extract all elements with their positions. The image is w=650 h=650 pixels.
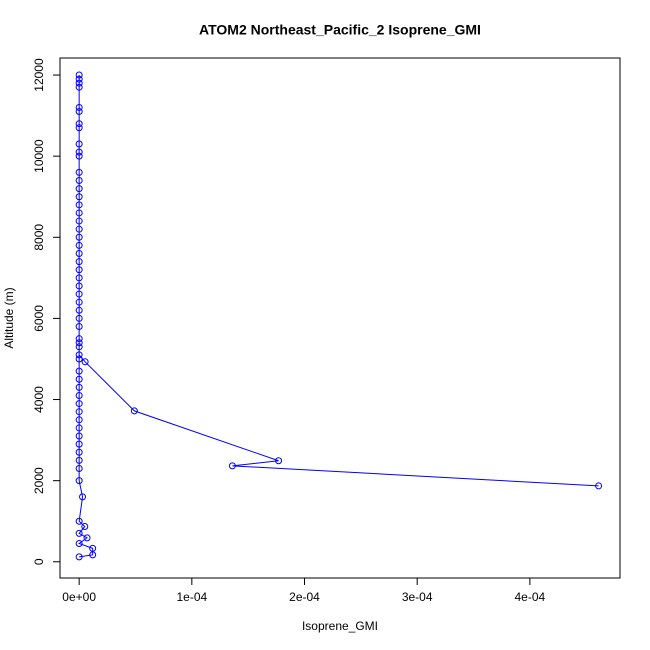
data-point bbox=[75, 477, 83, 485]
data-point bbox=[75, 306, 83, 314]
x-tick-label: 4e-04 bbox=[515, 590, 546, 604]
data-point bbox=[75, 400, 83, 408]
x-axis-label: Isoprene_GMI bbox=[302, 619, 378, 633]
data-point bbox=[75, 266, 83, 274]
data-point bbox=[75, 335, 83, 343]
y-tick-label: 4000 bbox=[32, 386, 46, 413]
y-tick-label: 12000 bbox=[32, 58, 46, 92]
data-point bbox=[75, 71, 83, 79]
data-point bbox=[75, 108, 83, 116]
x-tick-label: 0e+00 bbox=[62, 590, 96, 604]
data-point bbox=[75, 201, 83, 209]
data-point bbox=[75, 282, 83, 290]
data-point bbox=[89, 544, 97, 552]
data-line bbox=[78, 75, 599, 558]
data-point bbox=[75, 79, 83, 87]
chart-title: ATOM2 Northeast_Pacific_2 Isoprene_GMI bbox=[199, 22, 481, 38]
data-point bbox=[75, 408, 83, 416]
y-tick-label: 8000 bbox=[32, 224, 46, 251]
data-point bbox=[75, 140, 83, 148]
y-tick-label: 10000 bbox=[32, 139, 46, 173]
data-point bbox=[75, 258, 83, 266]
data-point bbox=[75, 375, 83, 383]
data-point bbox=[75, 250, 83, 258]
data-point bbox=[75, 464, 83, 472]
data-point bbox=[81, 522, 89, 530]
data-point bbox=[75, 456, 83, 464]
data-point bbox=[75, 355, 83, 363]
data-point bbox=[75, 152, 83, 160]
data-point bbox=[75, 209, 83, 217]
data-point bbox=[75, 124, 83, 132]
data-point bbox=[75, 185, 83, 193]
data-point bbox=[75, 391, 83, 399]
data-point bbox=[75, 540, 83, 548]
data-point bbox=[83, 534, 91, 542]
data-point bbox=[75, 529, 83, 537]
x-tick-label: 2e-04 bbox=[289, 590, 320, 604]
data-point bbox=[75, 193, 83, 201]
y-tick-label: 6000 bbox=[32, 305, 46, 332]
data-point bbox=[75, 148, 83, 156]
data-point bbox=[75, 176, 83, 184]
data-point bbox=[75, 120, 83, 128]
data-point bbox=[75, 323, 83, 331]
data-point bbox=[75, 416, 83, 424]
data-point bbox=[75, 298, 83, 306]
data-point bbox=[130, 407, 138, 415]
data-point bbox=[75, 290, 83, 298]
data-point bbox=[75, 440, 83, 448]
data-point bbox=[595, 482, 603, 490]
data-point bbox=[75, 383, 83, 391]
data-point bbox=[75, 367, 83, 375]
data-point bbox=[275, 457, 283, 465]
data-point bbox=[75, 274, 83, 282]
y-axis-label: Altitude (m) bbox=[2, 287, 16, 348]
data-point bbox=[75, 448, 83, 456]
y-tick-label: 0 bbox=[32, 558, 46, 565]
data-point bbox=[79, 493, 87, 501]
data-point bbox=[75, 225, 83, 233]
data-point bbox=[75, 424, 83, 432]
data-point bbox=[75, 233, 83, 241]
plot-box bbox=[59, 57, 621, 579]
data-point bbox=[75, 75, 83, 83]
data-point bbox=[75, 517, 83, 525]
data-point bbox=[75, 343, 83, 351]
data-point bbox=[75, 553, 83, 561]
data-point bbox=[75, 83, 83, 91]
data-point bbox=[75, 217, 83, 225]
data-point bbox=[228, 462, 236, 470]
data-point bbox=[75, 103, 83, 111]
y-tick-label: 2000 bbox=[32, 467, 46, 494]
data-point bbox=[75, 432, 83, 440]
x-tick-label: 1e-04 bbox=[176, 590, 207, 604]
data-point bbox=[75, 241, 83, 249]
data-point bbox=[75, 314, 83, 322]
data-point bbox=[75, 351, 83, 359]
data-point bbox=[81, 358, 89, 366]
x-tick-label: 3e-04 bbox=[402, 590, 433, 604]
data-point bbox=[75, 168, 83, 176]
data-point bbox=[75, 339, 83, 347]
